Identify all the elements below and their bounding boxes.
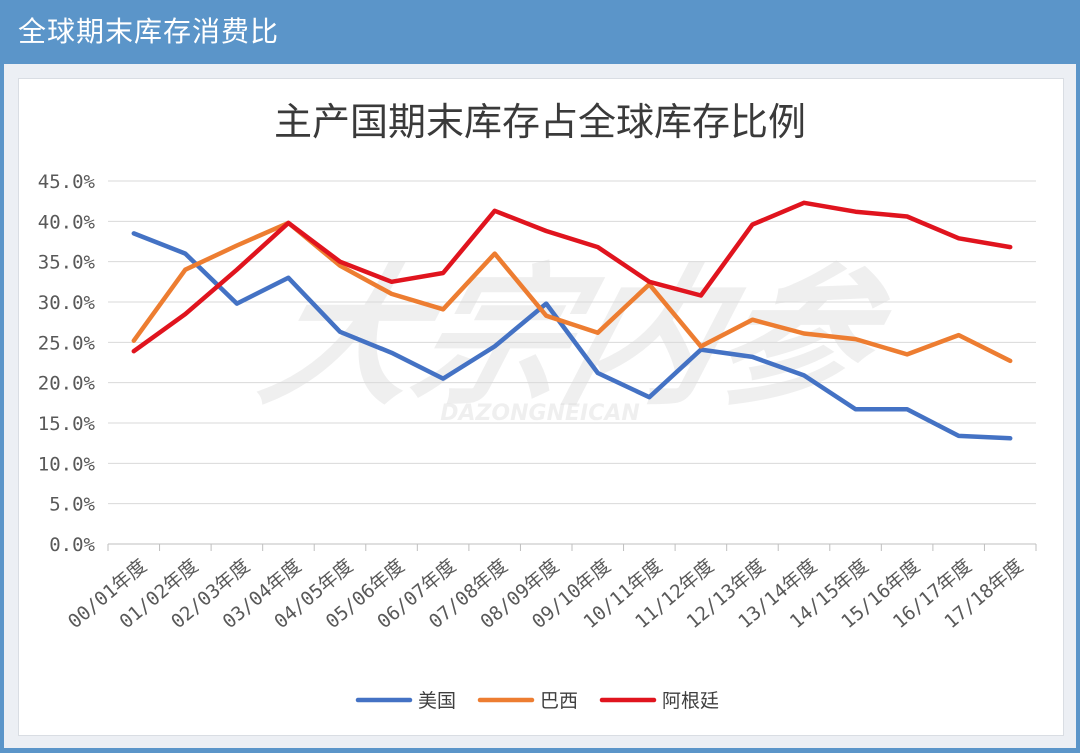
- header-title: 全球期末库存消费比: [18, 15, 280, 48]
- watermark-sub: DAZONGNEICAN: [440, 401, 640, 426]
- legend-label-2: 阿根廷: [662, 690, 719, 712]
- chart-title: 主产国期末库存占全球库存比例: [274, 100, 806, 144]
- y-tick-label: 10.0%: [38, 453, 96, 475]
- x-axis: 00/01年度01/02年度02/03年度03/04年度04/05年度05/06…: [64, 544, 1037, 633]
- header-bar: 全球期末库存消费比: [0, 0, 1080, 64]
- y-tick-label: 40.0%: [38, 211, 96, 233]
- y-tick-label: 35.0%: [38, 252, 96, 274]
- series-lines: [131, 200, 1013, 441]
- legend-label-0: 美国: [418, 690, 456, 712]
- y-tick-label: 45.0%: [38, 171, 96, 193]
- legend-label-1: 巴西: [540, 690, 578, 712]
- y-tick-label: 0.0%: [49, 534, 95, 556]
- y-tick-label: 30.0%: [38, 292, 96, 314]
- chart-area: [18, 78, 1064, 736]
- series-line-2: [131, 200, 1013, 354]
- watermark-logo: 大宗内参 DAZONGNEICAN: [246, 251, 908, 426]
- legend: 美国 巴西 阿根廷: [355, 690, 719, 712]
- y-tick-label: 20.0%: [38, 373, 96, 395]
- y-tick-label: 25.0%: [38, 332, 96, 354]
- y-tick-label: 5.0%: [49, 494, 95, 516]
- y-axis-ticks: 0.0% 5.0% 10.0% 15.0% 20.0% 25.0% 30.0% 35.0% 40…: [38, 171, 96, 556]
- y-tick-label: 15.0%: [38, 413, 96, 435]
- series-line-1: [131, 220, 1013, 364]
- series-line-0: [131, 231, 1013, 441]
